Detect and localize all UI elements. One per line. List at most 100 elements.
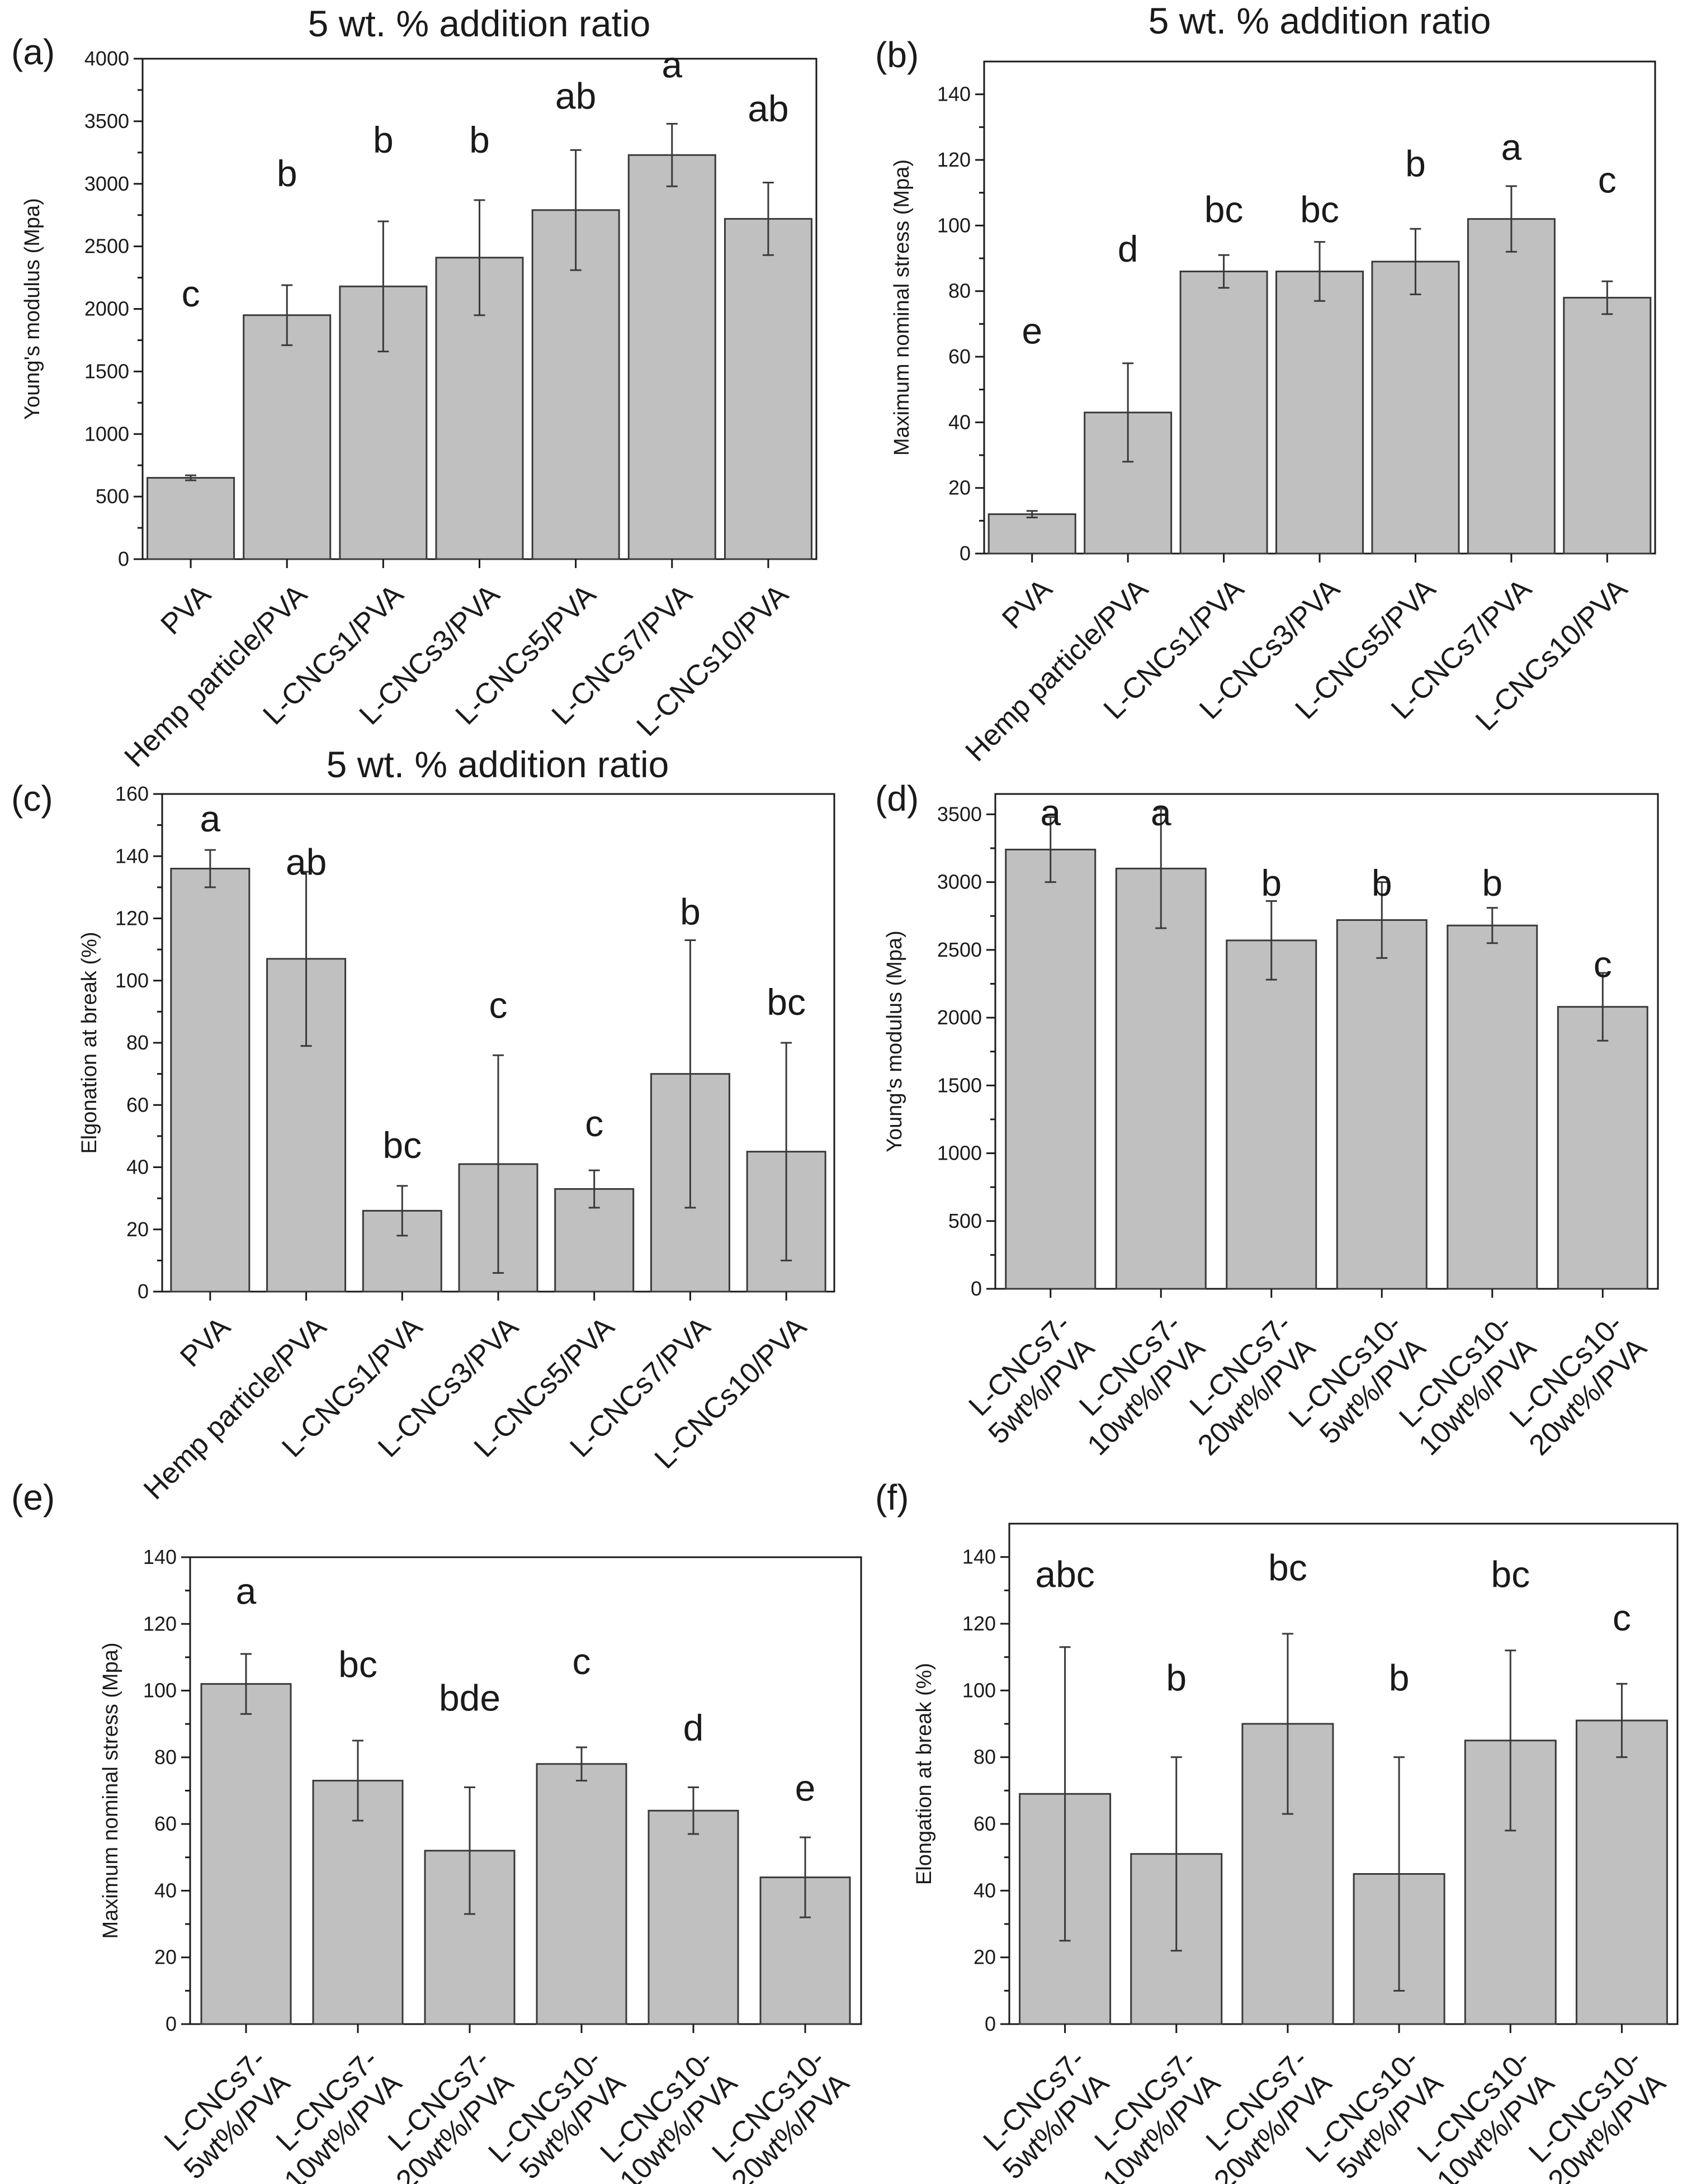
panel-label: (f) [875,1477,909,1518]
x-tick-label: PVA [174,1311,237,1373]
y-tick-label: 0 [971,1277,982,1300]
y-tick-label: 0 [960,542,971,565]
y-tick-label: 140 [962,1545,996,1568]
x-tick-label: PVA [996,573,1058,635]
bar [1371,261,1460,555]
bar [1575,1719,1668,2025]
significance-letter: b [1372,862,1392,904]
x-tick-label-line: Hemp particle/PVA [138,1311,333,1506]
significance-letter: e [795,1767,816,1808]
significance-letter: bc [382,1124,422,1166]
x-tick-label: L-CNCs10-10wt%/PVA [594,2043,744,2184]
y-tick-label: 160 [115,782,149,805]
y-tick-label: 20 [154,1946,177,1969]
y-tick-label: 100 [115,969,149,992]
significance-letter: bc [1491,1553,1530,1595]
y-tick-label: 2500 [84,235,129,258]
bar [1005,848,1097,1290]
bar [1179,270,1268,555]
panel-c: (c) 5 wt. % addition ratio Elgonation at b… [11,744,835,1506]
significance-letter: a [1040,792,1061,833]
x-tick-label: L-CNCs7-20wt%/PVA [1200,2043,1338,2184]
panel-a: (a) 5 wt. % addition ratio Young's modulus… [11,3,817,773]
x-tick-label: L-CNCs10-5wt%/PVA [1300,2043,1450,2184]
x-tick-label: L-CNCs7-5wt%/PVA [158,2043,296,2184]
significance-letter: bc [338,1644,377,1685]
bar [1275,270,1364,555]
significance-letter: b [277,153,297,194]
x-tick-label: L-CNCs7-5wt%/PVA [963,1308,1101,1450]
significance-letter: c [1613,1597,1631,1638]
y-tick-label: 2000 [937,1006,982,1029]
bar [1563,296,1652,555]
bar [170,868,251,1293]
y-axis-label: Elgonation at break (%) [78,932,101,1154]
bar [536,1763,627,2025]
bar [1557,1006,1648,1290]
panel-label: (c) [11,778,53,819]
bar [1115,867,1207,1290]
x-tick-label: Hemp particle/PVA [138,1311,333,1506]
y-axis-label: Young's modulus (Mpa) [883,930,906,1152]
panel-label: (e) [11,1477,55,1518]
y-tick-label: 80 [126,1031,149,1054]
y-tick-label: 500 [96,485,129,508]
y-tick-label: 60 [948,345,971,368]
significance-letter: ab [286,842,327,883]
x-tick-label: L-CNCs7-20wt%/PVA [1184,1308,1322,1462]
significance-letter: c [573,1641,591,1682]
x-tick-label: L-CNCs10-20wt%/PVA [1504,1308,1653,1462]
bar [987,513,1076,555]
significance-letter: ab [555,75,596,117]
y-tick-label: 1000 [937,1142,982,1165]
y-tick-label: 0 [985,2012,996,2035]
significance-letter: d [1118,228,1138,270]
significance-letter: e [1022,310,1042,352]
panel-d: (d) Young's modulus (Mpa) 0 500 1000 1500 2000… [875,778,1659,1462]
significance-letter: b [1389,1657,1410,1698]
y-tick-label: 40 [126,1156,149,1179]
x-tick-label: Hemp particle/PVA [119,578,314,773]
y-tick-label: 120 [937,148,971,171]
y-tick-label: 20 [974,1946,996,1969]
chart-title: 5 wt. % addition ratio [308,3,651,44]
y-tick-label: 1500 [937,1074,982,1096]
y-tick-label: 140 [937,83,971,106]
y-tick-label: 120 [962,1612,996,1635]
x-tick-label: L-CNCs7-10wt%/PVA [1089,2043,1227,2184]
bar [147,477,235,560]
x-tick-label: L-CNCs10-5wt%/PVA [482,2043,632,2184]
y-tick-label: 4000 [84,47,129,70]
bar [724,218,812,560]
y-tick-label: 60 [974,1812,996,1835]
significance-letter: b [680,891,701,933]
y-tick-label: 80 [974,1746,996,1769]
plot-frame [994,793,1659,1290]
bar [1447,924,1538,1290]
significance-letter: abc [1035,1553,1094,1595]
x-tick-label: L-CNCs7-5wt%/PVA [977,2043,1115,2184]
y-axis-label: Elongation at break (%) [913,1663,936,1885]
y-tick-label: 20 [948,476,971,499]
x-tick-label: L-CNCs10-20wt%/PVA [1523,2043,1672,2184]
bar [627,154,716,560]
y-tick-label: 40 [948,410,971,433]
y-tick-label: 3000 [84,172,129,195]
y-tick-label: 80 [948,280,971,302]
y-tick-label: 100 [143,1679,177,1702]
significance-letter: b [1261,862,1282,904]
x-tick-label: L-CNCs10-10wt%/PVA [1411,2043,1561,2184]
y-tick-label: 0 [118,547,129,570]
y-tick-label: 2500 [937,938,982,961]
y-axis-label: Maximum nominal stress (Mpa) [890,159,914,456]
x-tick-label-line: PVA [155,578,218,641]
significance-letter: a [236,1571,257,1612]
significance-letter: d [683,1707,704,1748]
y-tick-label: 500 [948,1209,982,1232]
y-tick-label: 120 [115,907,149,930]
panel-label: (b) [875,35,919,75]
significance-letter: a [661,44,682,86]
significance-letter: c [1598,159,1617,201]
y-tick-label: 3500 [84,110,129,133]
panel-label: (d) [875,778,919,819]
